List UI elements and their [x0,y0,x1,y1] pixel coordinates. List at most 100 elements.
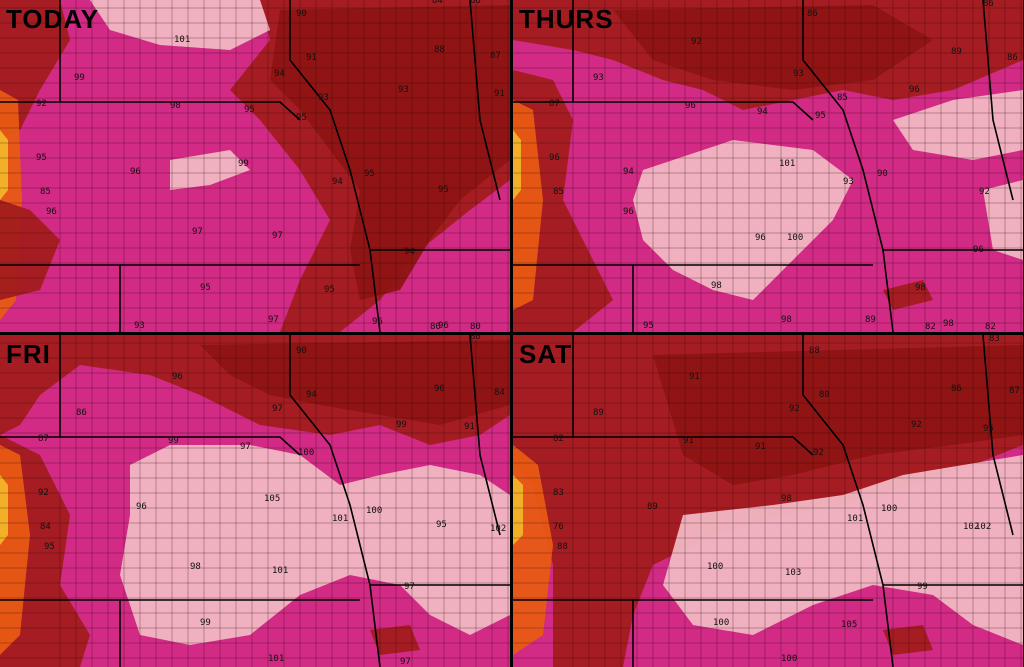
temp-value-label: 98 [170,101,181,111]
heat-field-region [513,70,613,332]
temp-value-label: 100 [787,233,803,243]
temp-value-label: 89 [593,408,604,418]
temp-value-label: 83 [989,335,1000,344]
temp-value-label: 94 [332,177,343,187]
map-panel-fri: 90 80 96 90 84 86 97 94 87 99 97 100 99 91 92 105 96 101 1… [0,335,510,667]
heat-field-region [883,625,933,655]
temp-value-label: 82 [553,434,564,444]
temp-value-label: 96 [136,502,147,512]
temp-value-label: 94 [623,167,634,177]
temp-value-label: 95 [244,105,255,115]
temp-value-label: 88 [557,542,568,552]
panel-label-sat: SAT [519,339,573,369]
temp-value-label: 95 [36,153,47,163]
temp-value-label: 91 [306,53,317,63]
heat-field-region [653,345,1023,485]
temp-value-label: 102 [963,522,979,532]
temp-value-label: 89 [951,47,962,57]
heat-field-region [120,445,510,645]
temp-value-label: 87 [38,434,49,444]
temp-value-label: 98 [781,315,792,325]
temp-value-label: 91 [464,422,475,432]
temp-value-label: 90 [434,384,445,394]
temp-value-label: 96 [549,153,560,163]
panel-label-thurs: THURS [519,4,614,34]
temp-value-label: 91 [683,436,694,446]
temp-value-label: 92 [789,404,800,414]
temp-value-label: 99 [74,73,85,83]
temp-value-label: 92 [38,488,49,498]
temp-value-label: 90 [877,169,888,179]
temp-value-label: 91 [755,442,766,452]
temp-value-label: 98 [711,281,722,291]
temp-value-label: 96 [372,317,383,327]
temp-value-label: 88 [434,45,445,55]
county-grid [513,335,1023,667]
temp-value-label: 95 [364,169,375,179]
temp-value-label: 101 [174,35,190,45]
heat-field-region [513,130,521,200]
temp-value-label: 96 [909,85,920,95]
map-svg: 90 80 96 90 84 86 97 94 87 99 97 100 99 91 92 105 96 101 1… [0,335,510,667]
temp-value-label: 105 [841,620,857,630]
panel-label-fri: FRI [6,339,51,369]
temp-value-label: 82 [985,322,996,332]
temp-value-label: 86 [983,0,994,9]
temp-value-label: 95 [44,542,55,552]
temp-value-label: 93 [793,69,804,79]
temp-value-label: 87 [490,51,501,61]
temp-value-label: 93 [318,93,329,103]
temp-value-label: 95 [983,424,994,434]
heat-field-region [0,200,60,300]
temp-value-label: 83 [553,488,564,498]
temp-value-label: 98 [781,494,792,504]
temp-value-label: 94 [404,247,415,257]
temp-value-label: 90 [296,9,307,19]
temp-value-label: 99 [396,420,407,430]
state-borders [0,0,510,332]
temp-value-label: 95 [815,111,826,121]
temp-value-label: 86 [807,9,818,19]
map-svg: 90 84 86 101 88 87 99 94 91 92 93 93 98 95 95 91 95 99 94 9… [0,0,510,332]
temp-value-label: 80 [470,322,481,332]
heat-field-region [883,280,933,310]
temp-value-label: 93 [398,85,409,95]
heat-field-region [633,140,853,300]
temp-value-label: 100 [713,618,729,628]
temp-value-label: 94 [306,390,317,400]
temp-value-label: 98 [943,319,954,329]
temp-value-label: 96 [755,233,766,243]
temp-value-label: 94 [757,107,768,117]
temp-value-label: 87 [1009,386,1020,396]
map-panel-today: 90 84 86 101 88 87 99 94 91 92 93 93 98 95 95 91 95 99 94 9… [0,0,510,332]
temp-value-label: 96 [172,372,183,382]
heat-field-region [613,5,933,90]
temp-value-label: 101 [779,159,795,169]
panel-divider-horizontal [0,332,1024,335]
temp-value-label: 101 [272,566,288,576]
heat-field-region [663,455,1023,645]
map-svg: 86 86 85 92 89 86 93 93 87 96 94 95 96 96 94 101 93 90 92 8… [513,0,1023,332]
temp-value-label: 96 [685,101,696,111]
temp-value-label: 97 [272,231,283,241]
temp-value-label: 98 [915,283,926,293]
temp-value-label: 93 [843,177,854,187]
temp-value-label: 102 [975,522,991,532]
temp-value-label: 103 [785,568,801,578]
temp-value-label: 92 [979,187,990,197]
temp-value-label: 93 [134,321,145,331]
state-borders [513,335,1023,667]
temp-value-label: 102 [490,524,506,534]
county-grid [0,335,510,667]
temp-value-label: 89 [865,315,876,325]
temp-value-label: 85 [837,93,848,103]
heat-field-region [0,475,8,545]
panel-label-today: TODAY [6,4,100,34]
temp-value-label: 99 [917,582,928,592]
temp-value-label: 99 [200,618,211,628]
temp-value-label: 87 [549,99,560,109]
heat-field-region [0,130,8,200]
temp-value-label: 86 [951,384,962,394]
temp-value-label: 80 [430,322,441,332]
heat-field-region [90,0,270,50]
